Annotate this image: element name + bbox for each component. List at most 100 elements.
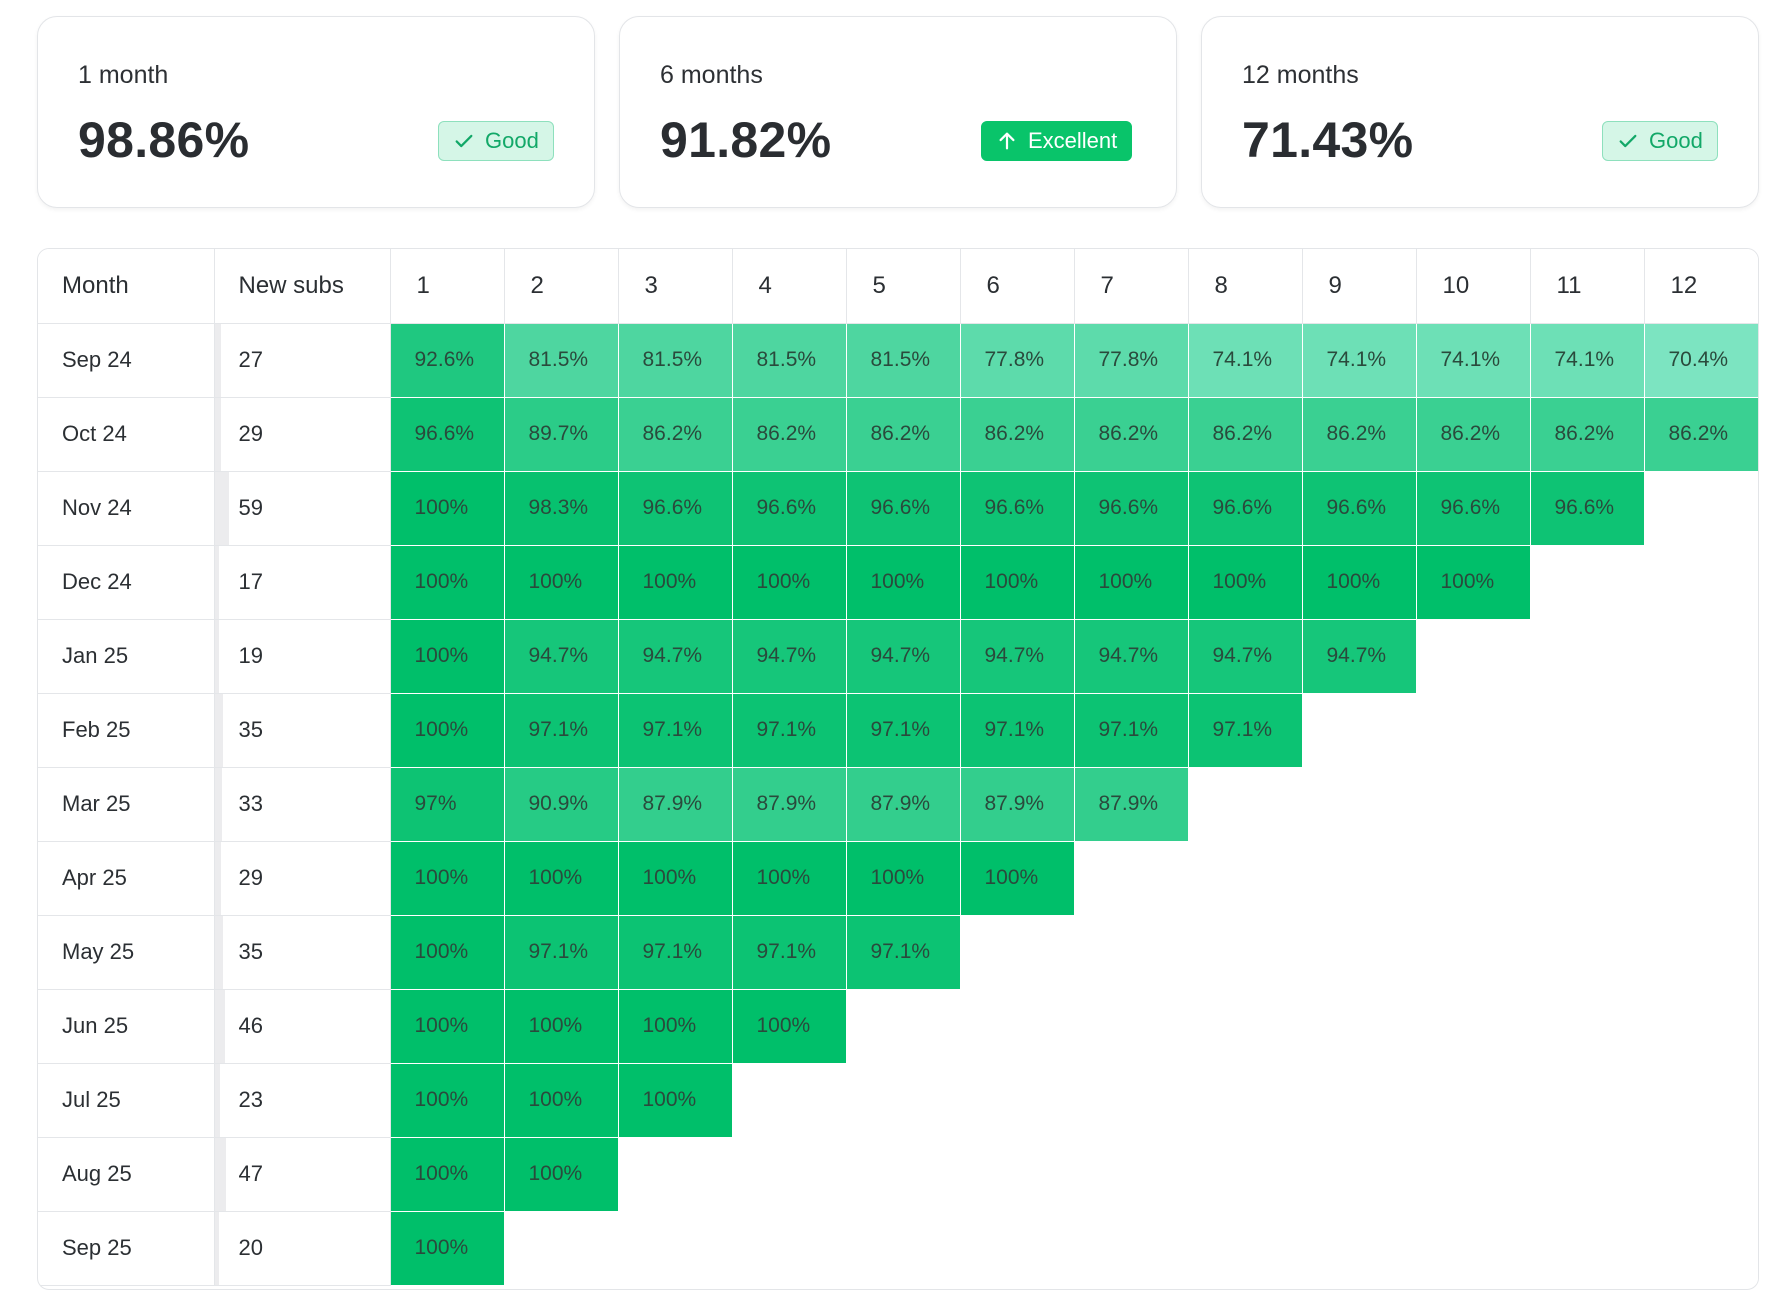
empty-cell xyxy=(1188,989,1302,1063)
new-subs-cell: 47 xyxy=(213,1136,391,1212)
status-badge-label: Excellent xyxy=(1028,128,1118,153)
column-header-period: 9 xyxy=(1301,249,1417,324)
new-subs-value: 23 xyxy=(238,1087,263,1112)
retention-cell: 86.2% xyxy=(1415,396,1531,472)
retention-cell: 81.5% xyxy=(845,322,961,398)
retention-cell: 97.1% xyxy=(503,692,619,768)
retention-cell: 86.2% xyxy=(1643,396,1758,472)
status-badge: Good xyxy=(438,121,554,161)
empty-cell xyxy=(846,1063,960,1137)
empty-cell xyxy=(1644,545,1758,619)
empty-cell xyxy=(1188,1063,1302,1137)
column-header-month: Month xyxy=(38,249,215,324)
empty-cell xyxy=(1074,1063,1188,1137)
retention-cell: 100% xyxy=(389,470,505,546)
retention-cell: 100% xyxy=(389,692,505,768)
retention-cell: 97.1% xyxy=(845,692,961,768)
retention-cell: 100% xyxy=(959,840,1075,916)
empty-cell xyxy=(1530,915,1644,989)
retention-cell: 94.7% xyxy=(1187,618,1303,694)
new-subs-bar xyxy=(214,693,223,767)
empty-cell xyxy=(732,1211,846,1285)
retention-cell: 97.1% xyxy=(1073,692,1189,768)
table-row: Jan 25 19 100% 94.7% 94.7% 94.7% 94.7% 94.7% 94.… xyxy=(38,618,1758,694)
empty-cell xyxy=(1530,545,1644,619)
empty-cell xyxy=(846,1137,960,1211)
empty-cell xyxy=(1644,989,1758,1063)
retention-cell: 87.9% xyxy=(617,766,733,842)
new-subs-bar xyxy=(214,619,219,693)
table-row: May 25 35 100% 97.1% 97.1% 97.1% 97.1% xyxy=(38,914,1758,990)
empty-cell xyxy=(1416,1063,1530,1137)
retention-cell: 74.1% xyxy=(1529,322,1645,398)
column-header-period: 2 xyxy=(503,249,619,324)
cohort-month: Sep 25 xyxy=(38,1210,215,1286)
retention-cell: 94.7% xyxy=(1301,618,1417,694)
retention-cell: 100% xyxy=(617,544,733,620)
retention-cell: 86.2% xyxy=(731,396,847,472)
new-subs-value: 33 xyxy=(238,791,263,816)
new-subs-bar xyxy=(214,915,223,989)
retention-cell: 100% xyxy=(617,1062,733,1138)
cohort-month: Oct 24 xyxy=(38,396,215,472)
new-subs-cell: 17 xyxy=(213,544,391,620)
retention-cell: 89.7% xyxy=(503,396,619,472)
retention-cell: 97.1% xyxy=(617,914,733,990)
column-header-period: 12 xyxy=(1643,249,1758,324)
card-value: 71.43% xyxy=(1242,112,1414,168)
retention-cell: 96.6% xyxy=(845,470,961,546)
empty-cell xyxy=(1302,693,1416,767)
empty-cell xyxy=(1188,1211,1302,1285)
empty-cell xyxy=(1530,1063,1644,1137)
empty-cell xyxy=(1416,915,1530,989)
retention-card-1-month: 1 month 98.86% Good xyxy=(37,16,595,208)
empty-cell xyxy=(1530,989,1644,1063)
check-icon xyxy=(453,130,475,152)
status-badge-label: Good xyxy=(485,128,539,153)
retention-cell: 96.6% xyxy=(959,470,1075,546)
check-icon xyxy=(1617,130,1639,152)
retention-cell: 100% xyxy=(1415,544,1531,620)
retention-cell: 100% xyxy=(1073,544,1189,620)
retention-cell: 87.9% xyxy=(731,766,847,842)
column-header-period: 5 xyxy=(845,249,961,324)
retention-cell: 100% xyxy=(731,544,847,620)
empty-cell xyxy=(1074,915,1188,989)
retention-cell: 94.7% xyxy=(617,618,733,694)
retention-cell: 100% xyxy=(389,1136,505,1212)
retention-cell: 97.1% xyxy=(845,914,961,990)
empty-cell xyxy=(1416,989,1530,1063)
empty-cell xyxy=(1188,767,1302,841)
column-header-period: 3 xyxy=(617,249,733,324)
retention-cell: 100% xyxy=(389,544,505,620)
retention-cell: 70.4% xyxy=(1643,322,1758,398)
empty-cell xyxy=(1530,841,1644,915)
empty-cell xyxy=(846,1211,960,1285)
retention-cell: 87.9% xyxy=(959,766,1075,842)
retention-cell: 74.1% xyxy=(1187,322,1303,398)
cohort-month: Feb 25 xyxy=(38,692,215,768)
column-header-period: 8 xyxy=(1187,249,1303,324)
retention-cell: 77.8% xyxy=(959,322,1075,398)
new-subs-cell: 46 xyxy=(213,988,391,1064)
retention-cell: 100% xyxy=(503,840,619,916)
empty-cell xyxy=(960,989,1074,1063)
new-subs-bar xyxy=(214,841,222,915)
empty-cell xyxy=(1188,841,1302,915)
new-subs-value: 29 xyxy=(238,865,263,890)
table-row: Jul 25 23 100% 100% 100% xyxy=(38,1062,1758,1138)
empty-cell xyxy=(1644,767,1758,841)
empty-cell xyxy=(504,1211,618,1285)
retention-cell: 81.5% xyxy=(617,322,733,398)
column-header-period: 4 xyxy=(731,249,847,324)
status-badge-label: Good xyxy=(1649,128,1703,153)
column-header-period: 11 xyxy=(1529,249,1645,324)
empty-cell xyxy=(1074,1211,1188,1285)
empty-cell xyxy=(618,1137,732,1211)
new-subs-bar xyxy=(214,1137,226,1211)
retention-cell: 77.8% xyxy=(1073,322,1189,398)
empty-cell xyxy=(1644,915,1758,989)
empty-cell xyxy=(1416,1211,1530,1285)
empty-cell xyxy=(618,1211,732,1285)
new-subs-bar xyxy=(214,989,226,1063)
